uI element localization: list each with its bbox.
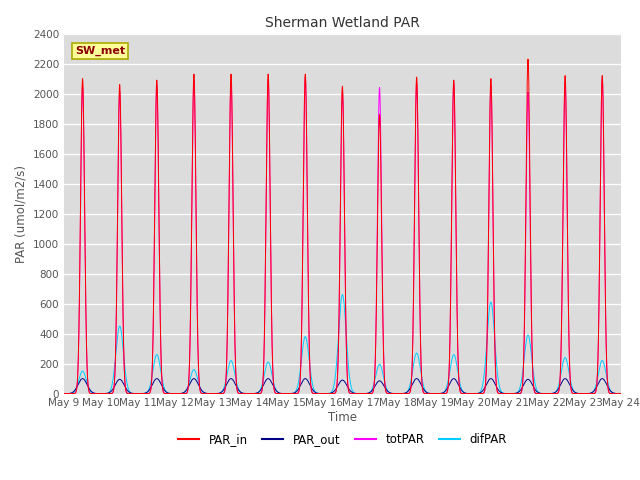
Text: SW_met: SW_met [75, 46, 125, 57]
Title: Sherman Wetland PAR: Sherman Wetland PAR [265, 16, 420, 30]
Legend: PAR_in, PAR_out, totPAR, difPAR: PAR_in, PAR_out, totPAR, difPAR [173, 428, 511, 451]
X-axis label: Time: Time [328, 411, 357, 424]
Y-axis label: PAR (umol/m2/s): PAR (umol/m2/s) [14, 165, 28, 263]
